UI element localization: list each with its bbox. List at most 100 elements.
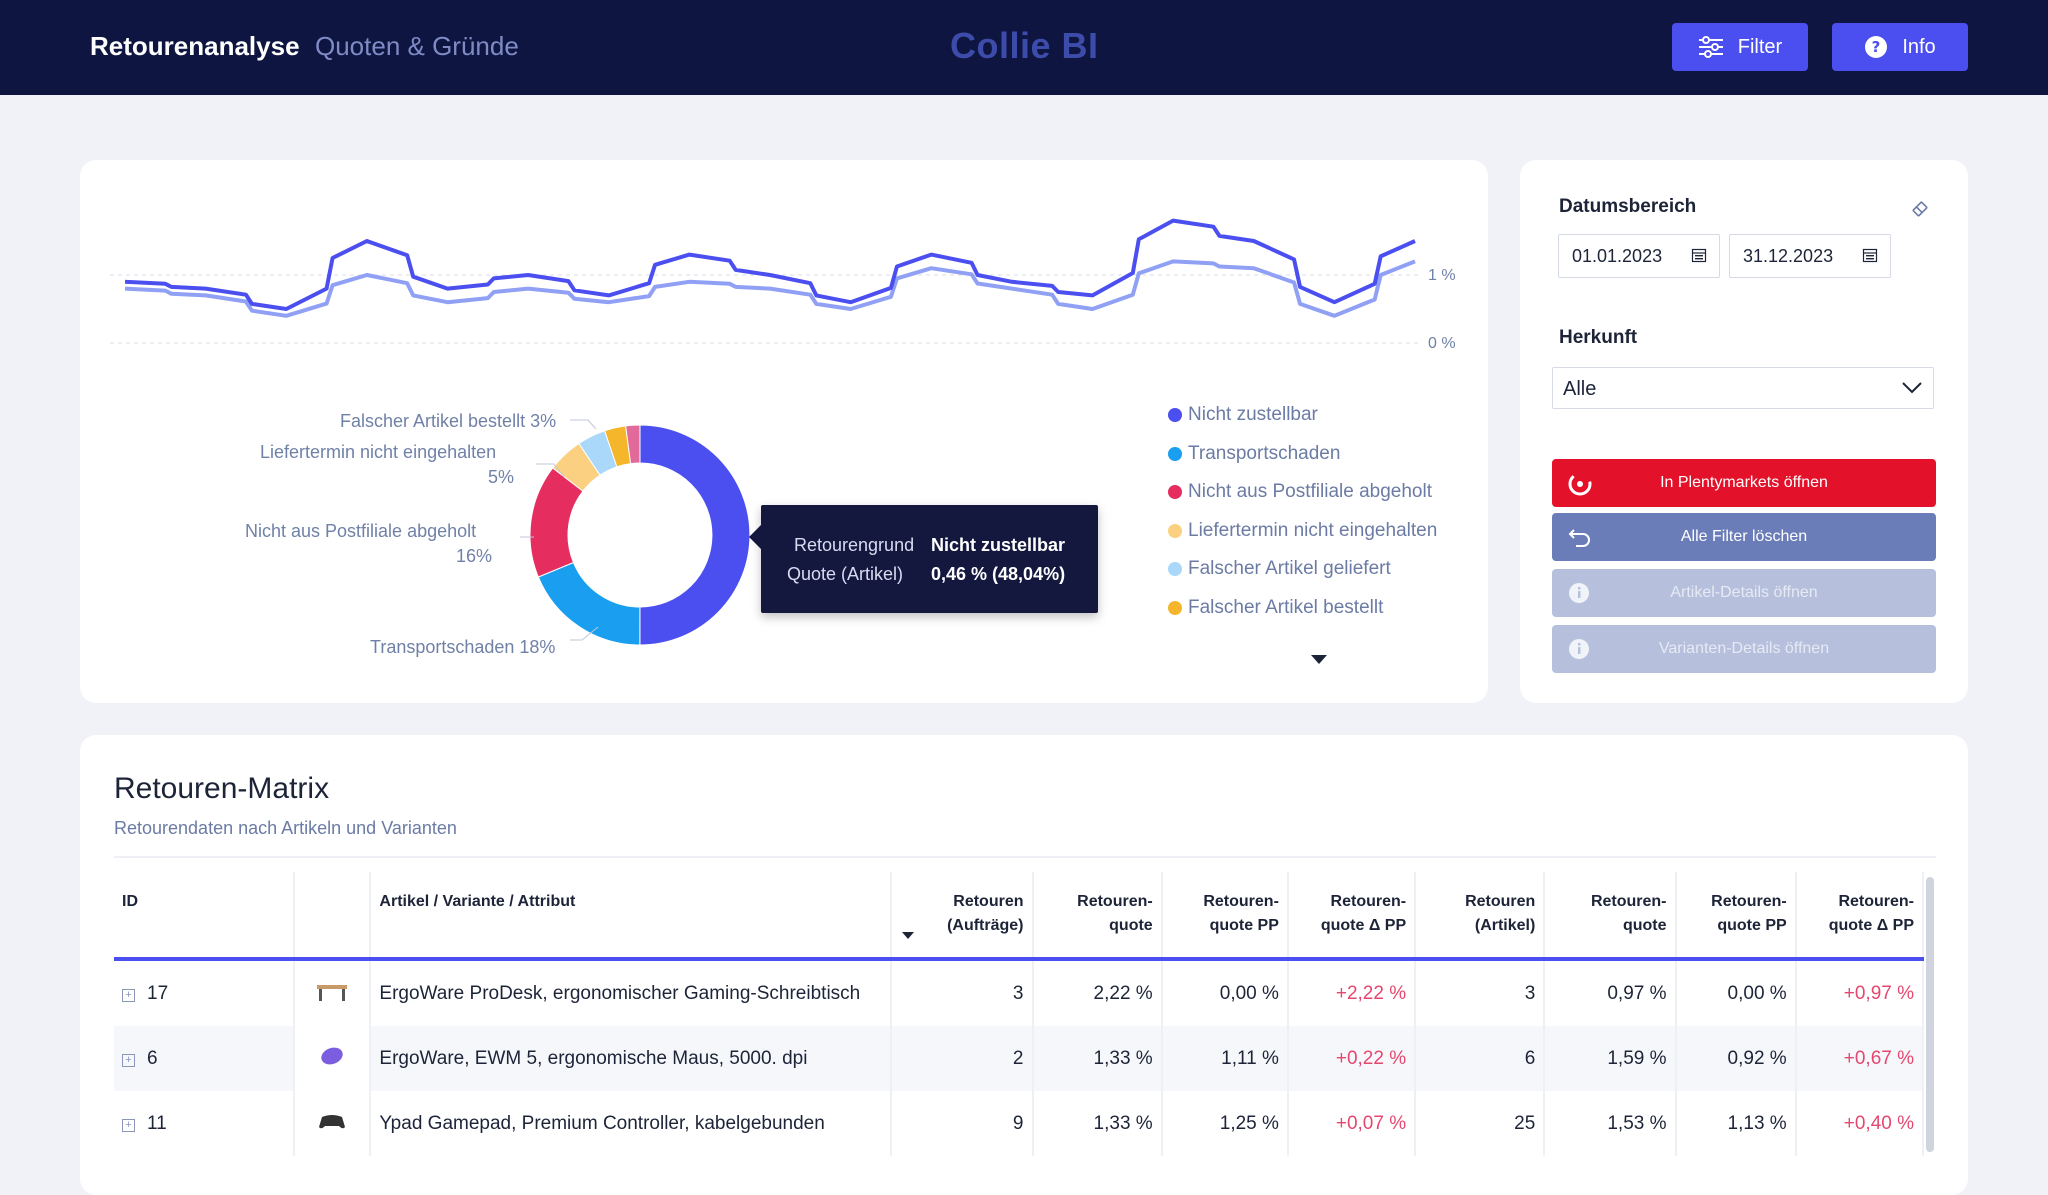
calendar-icon[interactable] — [1862, 247, 1878, 263]
legend-label: Liefertermin nicht eingehalten — [1188, 520, 1438, 541]
legend-dot — [1168, 485, 1182, 499]
matrix-title: Retouren-Matrix — [114, 772, 330, 805]
col-header-label: Retouren- quote PP — [1203, 893, 1279, 934]
table-row[interactable]: +11 Ypad Gamepad, Premium Controller, ka… — [114, 1091, 1925, 1156]
cell-id: +17 — [114, 959, 296, 1026]
help-icon: ? — [1865, 36, 1888, 58]
page-title: Retourenanalyse — [90, 31, 300, 61]
page-subtitle[interactable]: Quoten & Gründe — [315, 31, 519, 61]
cell-value: 0,00 % — [1675, 959, 1797, 1026]
col-header-quote-pp-articles[interactable]: Retouren- quote PP — [1675, 872, 1797, 959]
cell-id: +6 — [114, 1026, 296, 1091]
y-tick-1: 1 % — [1428, 267, 1456, 284]
col-header-id[interactable]: ID — [114, 872, 296, 959]
col-header-returns-articles[interactable]: Retouren (Artikel) — [1415, 872, 1546, 959]
sort-desc-icon[interactable] — [902, 932, 915, 940]
col-header-label: Retouren- quote — [1590, 893, 1667, 934]
cell-delta: +2,22 % — [1287, 959, 1417, 1026]
cell-value: 9 — [891, 1091, 1034, 1156]
date-from-value: 01.01.2023 — [1572, 246, 1663, 266]
legend-label: Transportschaden — [1188, 443, 1341, 464]
cell-value: 1,53 % — [1544, 1091, 1677, 1156]
legend-item-transportschaden[interactable]: Transportschaden — [1168, 443, 1340, 465]
legend-label: Nicht aus Postfiliale abgeholt — [1188, 481, 1432, 502]
donut-slice-6[interactable] — [625, 424, 641, 465]
slice-label-postfiliale: Nicht aus Postfiliale abgeholt — [245, 521, 477, 541]
col-header-label: Retouren (Aufträge) — [947, 893, 1024, 934]
cell-value: 25 — [1415, 1091, 1546, 1156]
cell-article: ErgoWare ProDesk, ergonomischer Gaming-S… — [370, 959, 893, 1026]
matrix-subtitle: Retourendaten nach Artikeln und Variante… — [114, 818, 457, 838]
slice-label-falscher-bestellt: Falscher Artikel bestellt 3% — [340, 411, 557, 431]
clear-filters-label: Alle Filter löschen — [1680, 528, 1808, 545]
info-circle-icon — [1569, 583, 1589, 603]
variant-details-button[interactable]: Varianten-Details öffnen — [1552, 625, 1936, 673]
chevron-down-icon — [1902, 382, 1922, 394]
undo-icon — [1568, 529, 1590, 547]
info-circle-icon — [1569, 639, 1589, 659]
col-header-quote-delta-articles[interactable]: Retouren- quote Δ PP — [1795, 872, 1925, 959]
legend-item-falscher-geliefert[interactable]: Falscher Artikel geliefert — [1168, 558, 1391, 580]
cell-delta: +0,07 % — [1287, 1091, 1417, 1156]
expand-icon[interactable]: + — [122, 1053, 135, 1067]
col-header-quote-articles[interactable]: Retouren- quote — [1544, 872, 1677, 959]
divider — [114, 856, 1936, 858]
legend-item-falscher-bestellt[interactable]: Falscher Artikel bestellt — [1168, 597, 1383, 619]
date-from-input[interactable]: 01.01.2023 — [1558, 234, 1720, 278]
gamepad-icon — [319, 1114, 346, 1128]
col-header-quote-orders[interactable]: Retouren- quote — [1032, 872, 1163, 959]
legend-label: Nicht zustellbar — [1188, 404, 1318, 425]
open-plentymarkets-button[interactable]: In Plentymarkets öffnen — [1552, 459, 1936, 507]
legend-item-nicht-zustellbar[interactable]: Nicht zustellbar — [1168, 404, 1318, 426]
variant-details-label: Varianten-Details öffnen — [1658, 640, 1830, 657]
col-header-label: Retouren- quote PP — [1711, 893, 1787, 934]
col-header-label: Retouren (Artikel) — [1465, 893, 1536, 934]
donut-slice-0[interactable] — [639, 424, 751, 646]
cell-value: 2 — [891, 1026, 1034, 1091]
cell-value: 0,97 % — [1544, 959, 1677, 1026]
cell-value: 0,00 % — [1161, 959, 1289, 1026]
donut-chart — [529, 424, 751, 646]
cell-delta: +0,67 % — [1795, 1026, 1925, 1091]
table-row[interactable]: +6 ErgoWare, EWM 5, ergonomische Maus, 5… — [114, 1026, 1925, 1091]
y-tick-0: 0 % — [1428, 335, 1456, 352]
expand-icon[interactable]: + — [122, 1118, 135, 1132]
cell-delta: +0,40 % — [1795, 1091, 1925, 1156]
row-id: 11 — [147, 1112, 167, 1134]
table-scrollbar[interactable] — [1926, 877, 1934, 1152]
app-logo: Collie BI — [950, 25, 1099, 66]
label-connectors — [520, 419, 599, 641]
cell-value: 1,33 % — [1032, 1026, 1163, 1091]
legend-item-postfiliale[interactable]: Nicht aus Postfiliale abgeholt — [1168, 481, 1432, 503]
line-chart: 1 % 0 % — [110, 218, 1456, 352]
origin-value: Alle — [1563, 378, 1597, 400]
clear-filters-button[interactable]: Alle Filter löschen — [1552, 513, 1936, 561]
info-button[interactable]: ? Info — [1832, 23, 1968, 71]
col-header-quote-pp-orders[interactable]: Retouren- quote PP — [1161, 872, 1289, 959]
cell-value: 1,25 % — [1161, 1091, 1289, 1156]
legend-item-liefertermin[interactable]: Liefertermin nicht eingehalten — [1168, 520, 1437, 542]
legend-scroll-down-icon[interactable] — [1311, 655, 1327, 665]
origin-select[interactable]: Alle — [1552, 367, 1934, 409]
slice-label-postfiliale-pct: 16% — [456, 546, 493, 566]
table-row[interactable]: +17 ErgoWare ProDesk, ergonomischer Gami… — [114, 959, 1925, 1026]
article-details-button[interactable]: Artikel-Details öffnen — [1552, 569, 1936, 617]
line-series-0[interactable] — [124, 218, 1416, 311]
eraser-icon[interactable] — [1910, 199, 1930, 219]
cell-article: ErgoWare, EWM 5, ergonomische Maus, 5000… — [370, 1026, 893, 1091]
tooltip-value-quote: 0,46 % (48,04%) — [931, 564, 1066, 584]
col-header-quote-delta-orders[interactable]: Retouren- quote Δ PP — [1287, 872, 1417, 959]
calendar-icon[interactable] — [1691, 247, 1707, 263]
expand-icon[interactable]: + — [122, 988, 135, 1002]
col-header-returns-orders[interactable]: Retouren (Aufträge) — [891, 872, 1034, 959]
filter-button[interactable]: Filter — [1672, 23, 1808, 71]
cell-value: 3 — [891, 959, 1034, 1026]
filter-label: Filter — [1737, 35, 1783, 58]
col-header-article[interactable]: Artikel / Variante / Attribut — [370, 872, 893, 959]
line-series-1[interactable] — [124, 259, 1416, 318]
legend-dot — [1168, 408, 1182, 422]
cell-delta: +0,22 % — [1287, 1026, 1417, 1091]
date-to-value: 31.12.2023 — [1743, 246, 1834, 266]
cell-image — [294, 1026, 372, 1091]
date-to-input[interactable]: 31.12.2023 — [1729, 234, 1891, 278]
